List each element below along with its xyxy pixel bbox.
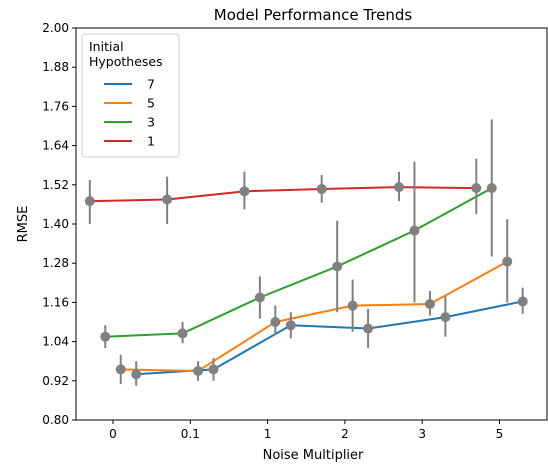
x-tick-label: 3	[418, 427, 426, 441]
data-point	[332, 261, 343, 272]
data-point	[440, 312, 451, 323]
data-point	[162, 194, 173, 205]
plot-area	[84, 119, 528, 386]
data-point	[193, 366, 204, 376]
data-point	[316, 184, 327, 195]
data-point	[471, 183, 482, 194]
y-tick-label: 1.88	[42, 60, 69, 74]
legend-box	[81, 33, 180, 158]
series-line-3	[105, 187, 493, 338]
y-tick-label: 1.28	[42, 256, 69, 270]
y-tick-label: 2.00	[42, 21, 69, 35]
y-tick-label: 1.52	[42, 178, 69, 192]
y-tick-label: 1.64	[42, 139, 69, 153]
data-point	[394, 182, 405, 193]
legend-title: Initial	[89, 39, 124, 54]
data-point	[517, 296, 528, 307]
data-point	[424, 299, 435, 310]
y-tick-label: 0.80	[42, 413, 69, 427]
legend-label-7: 7	[147, 77, 155, 92]
series-line-1	[89, 186, 477, 203]
data-point	[239, 186, 250, 197]
series-line-5	[120, 260, 508, 373]
data-point	[131, 369, 142, 380]
chart-title: Model Performance Trends	[214, 6, 413, 24]
data-point	[347, 300, 358, 311]
series-line-7	[136, 300, 523, 376]
y-tick-label: 1.04	[42, 335, 69, 349]
x-tick-label: 1	[264, 427, 272, 441]
data-point	[270, 317, 281, 327]
data-point	[363, 323, 374, 334]
data-point	[409, 225, 420, 236]
data-point	[177, 328, 188, 339]
x-tick-label: 5	[496, 427, 504, 441]
data-point	[208, 364, 219, 375]
data-point	[84, 196, 95, 207]
y-axis-label: RMSE	[16, 206, 31, 243]
axes: 0.80 0.92 1.04 1.16 1.28 1.40 1.52 1.64 1.76 1.88…	[42, 21, 548, 441]
legend-label-1: 1	[147, 134, 155, 149]
y-tick-label: 1.16	[42, 295, 69, 309]
data-point	[254, 292, 265, 303]
x-axis-label: Noise Multiplier	[263, 448, 364, 463]
data-point	[486, 183, 497, 194]
x-tick-label: 0	[109, 427, 117, 441]
legend-title: Hypotheses	[89, 54, 163, 69]
data-point	[115, 364, 126, 375]
y-tick-label: 0.92	[42, 374, 69, 388]
data-point	[502, 256, 513, 267]
legend-label-3: 3	[147, 115, 155, 130]
data-point	[100, 331, 111, 342]
legend-label-5: 5	[147, 96, 155, 111]
x-tick-label: 0.1	[181, 427, 200, 441]
y-tick-label: 1.76	[42, 99, 69, 113]
data-point	[285, 320, 296, 331]
y-tick-label: 1.40	[42, 217, 69, 231]
x-tick-label: 2	[341, 427, 349, 441]
